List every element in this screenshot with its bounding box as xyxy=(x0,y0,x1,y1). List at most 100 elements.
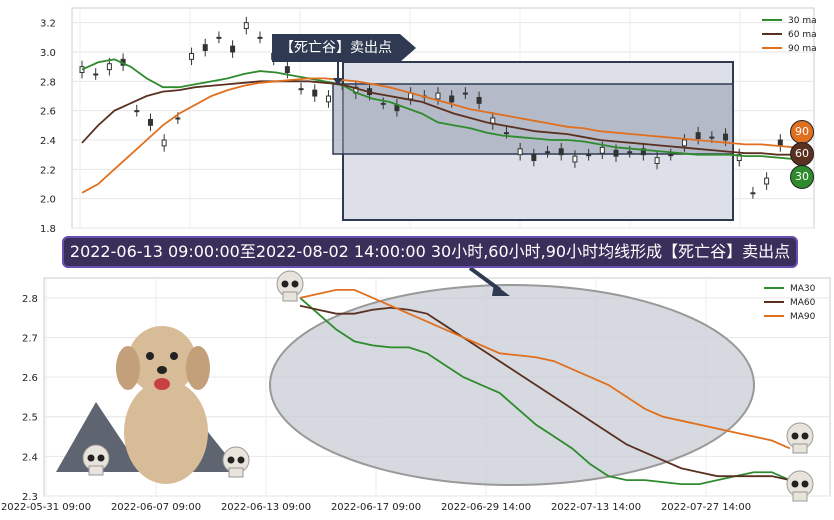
badge-90: 90 xyxy=(790,120,814,144)
skull-icon-eye xyxy=(281,280,289,288)
top-ytick-label: 3.2 xyxy=(40,19,56,30)
bottom-legend-label: MA60 xyxy=(790,298,816,308)
skull-icon-eye xyxy=(291,280,299,288)
candle-body xyxy=(243,22,249,30)
candle-body xyxy=(750,192,756,195)
bottom-ytick-label: 2.8 xyxy=(22,294,38,305)
bottom-ytick-label: 2.3 xyxy=(22,492,38,503)
bottom-ytick-label: 2.5 xyxy=(22,413,38,424)
skull-icon-eye xyxy=(87,454,95,462)
candle-body xyxy=(476,96,482,104)
skull-icon-jaw xyxy=(282,291,298,302)
badge-30: 30 xyxy=(790,165,814,189)
dog-eye xyxy=(170,352,178,360)
dog-nose xyxy=(157,366,167,374)
bottom-xtick-label: 2022-06-29 14:00 xyxy=(441,502,531,513)
bottom-ytick-label: 2.4 xyxy=(22,452,38,463)
top-legend-label: 30 ma xyxy=(788,16,817,26)
candle-body xyxy=(175,117,181,120)
candle-body xyxy=(777,139,783,147)
dog-head-illustration xyxy=(128,326,196,394)
bottom-legend-label: MA90 xyxy=(790,312,816,322)
skull-icon-eye xyxy=(801,480,809,488)
candle-body xyxy=(640,148,646,156)
summary-banner: 2022-06-13 09:00:00至2022-08-02 14:00:00 … xyxy=(62,236,798,268)
candle-body xyxy=(503,132,509,135)
top-ytick-label: 2.0 xyxy=(40,195,56,206)
candle-body xyxy=(257,36,263,39)
skull-icon-eye xyxy=(237,456,245,464)
candle-body xyxy=(325,95,331,103)
skull-icon-eye xyxy=(97,454,105,462)
candle-body xyxy=(545,151,551,154)
candle-body xyxy=(668,154,674,157)
top-ma-line-30-ma xyxy=(81,58,795,160)
candle-body xyxy=(284,66,290,74)
skull-icon-eye xyxy=(801,432,809,440)
skull-icon-jaw xyxy=(792,491,808,502)
bottom-ma-line-MA30 xyxy=(299,297,791,486)
candle-body xyxy=(93,73,99,76)
bottom-xtick-label: 2022-07-27 14:00 xyxy=(661,502,751,513)
candle-body xyxy=(558,148,564,156)
candle-body xyxy=(147,118,153,126)
dog-tongue xyxy=(154,378,170,390)
candle-body xyxy=(764,177,770,185)
skull-icon-jaw xyxy=(792,443,808,454)
candle-body xyxy=(462,92,468,95)
candle-body xyxy=(599,146,605,154)
candle-body xyxy=(517,148,523,156)
candle-body xyxy=(435,92,441,100)
valley-inner-box xyxy=(332,83,734,155)
top-ytick-label: 1.8 xyxy=(40,224,56,235)
candle-body xyxy=(202,44,208,52)
top-ytick-label: 3.0 xyxy=(40,48,56,59)
top-ytick-label: 2.6 xyxy=(40,107,56,118)
candle-body xyxy=(312,89,318,97)
candle-body xyxy=(161,139,167,147)
top-legend-label: 90 ma xyxy=(788,44,817,54)
candle-body xyxy=(189,52,195,60)
skull-icon-jaw xyxy=(228,467,244,478)
top-ytick-label: 2.8 xyxy=(40,77,56,88)
top-ytick-label: 2.2 xyxy=(40,165,56,176)
candle-body xyxy=(709,136,715,139)
bottom-ytick-label: 2.7 xyxy=(22,333,38,344)
bottom-xtick-label: 2022-07-13 14:00 xyxy=(551,502,641,513)
candle-body xyxy=(654,157,660,164)
dog-body-illustration xyxy=(124,380,208,484)
tag-pointer-head xyxy=(333,78,343,86)
skull-icon-jaw xyxy=(88,465,104,476)
candle-body xyxy=(695,132,701,140)
skull-icon-eye xyxy=(791,480,799,488)
candle-body xyxy=(230,45,236,53)
bottom-xtick-label: 2022-06-17 09:00 xyxy=(331,502,421,513)
skull-icon-eye xyxy=(791,432,799,440)
candle-body xyxy=(586,154,592,157)
highlight-arrowhead xyxy=(492,284,510,296)
dog-ear-left xyxy=(116,346,140,390)
bottom-ma-line-MA90 xyxy=(299,288,791,450)
top-ytick-label: 2.4 xyxy=(40,136,56,147)
candle-body xyxy=(613,149,619,157)
badge-60: 60 xyxy=(790,142,814,166)
dog-eye xyxy=(146,352,154,360)
candle-body xyxy=(531,154,537,162)
bottom-xtick-label: 2022-06-13 09:00 xyxy=(221,502,311,513)
bottom-xtick-label: 2022-05-31 09:00 xyxy=(1,502,91,513)
top-ma-line-90-ma xyxy=(81,77,795,194)
candle-body xyxy=(449,95,455,103)
candle-body xyxy=(380,102,386,105)
bottom-legend-label: MA30 xyxy=(790,284,816,294)
candle-body xyxy=(134,110,140,113)
candle-body xyxy=(216,36,222,39)
candle-body xyxy=(723,133,729,141)
candle-body xyxy=(627,151,633,154)
candle-body xyxy=(572,155,578,163)
death-valley-tag: 【死亡谷】卖出点 xyxy=(272,34,416,62)
candle-body xyxy=(298,88,304,91)
candle-body xyxy=(681,139,687,147)
top-legend-label: 60 ma xyxy=(788,30,817,40)
top-ma-line-60-ma xyxy=(81,80,794,156)
